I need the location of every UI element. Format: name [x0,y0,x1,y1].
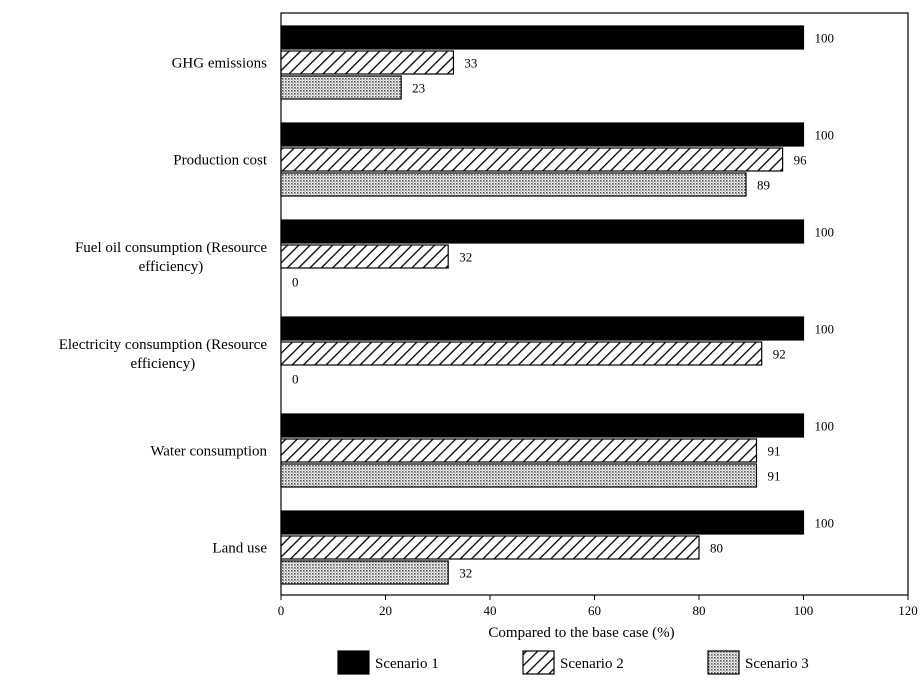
data-label: 80 [710,541,723,556]
category-label: Water consumption [150,444,267,460]
x-tick-label: 120 [898,603,918,618]
data-label: 33 [464,56,477,71]
x-tick-label: 60 [588,603,601,618]
plot-area-border [280,12,909,596]
bar [280,172,747,197]
data-label: 0 [292,372,299,387]
bar [280,438,758,463]
x-axis: 0 20 40 60 80 100 120 [278,595,918,618]
bar [280,50,455,75]
data-label: 100 [815,419,835,434]
bar [280,147,784,172]
data-label: 100 [815,225,835,240]
bar [280,463,758,488]
legend: Scenario 1 Scenario 2 Scenario 3 [337,650,809,675]
data-label: 32 [459,566,472,581]
x-tick-label: 0 [278,603,285,618]
bar [280,341,763,366]
x-tick-label: 100 [794,603,814,618]
data-label: 32 [459,250,472,265]
bar [280,25,805,50]
data-label: 23 [412,81,425,96]
bar [280,560,449,585]
data-label: 91 [767,469,780,484]
x-tick-label: 40 [484,603,497,618]
legend-swatch [707,650,740,675]
category-label: Production cost [173,153,268,169]
legend-label: Scenario 1 [375,656,439,672]
category-label: Land use [212,541,267,557]
bar [280,75,402,100]
x-tick-label: 20 [379,603,392,618]
bar [280,122,805,147]
category-labels-group: GHG emissions Production cost Fuel oil con… [59,56,268,557]
data-label: 0 [292,275,299,290]
category-label: GHG emissions [172,56,268,72]
bars-group [280,25,805,585]
bar [280,219,805,244]
legend-label: Scenario 3 [745,656,809,672]
category-label: Fuel oil consumption (Resource efficiency… [75,240,267,275]
data-label: 92 [773,347,786,362]
bar [280,510,805,535]
category-label: Electricity consumption (Resource efficie… [59,337,268,372]
data-label: 100 [815,322,835,337]
legend-swatch [337,650,370,675]
x-tick-label: 80 [693,603,706,618]
legend-swatch [522,650,555,675]
bar [280,244,449,269]
data-label: 96 [794,153,808,168]
data-label: 100 [815,128,835,143]
bar [280,316,805,341]
data-label: 89 [757,178,770,193]
legend-label: Scenario 2 [560,656,624,672]
data-label: 100 [815,516,835,531]
bar [280,413,805,438]
data-label: 100 [815,31,835,46]
x-axis-title: Compared to the base case (%) [488,625,674,641]
bar [280,535,700,560]
data-labels-group: 100 33 23 100 96 89 100 32 0 100 92 0 100 91 91 100 80 32 [292,31,834,581]
data-label: 91 [767,444,780,459]
plot-frame [280,12,909,596]
